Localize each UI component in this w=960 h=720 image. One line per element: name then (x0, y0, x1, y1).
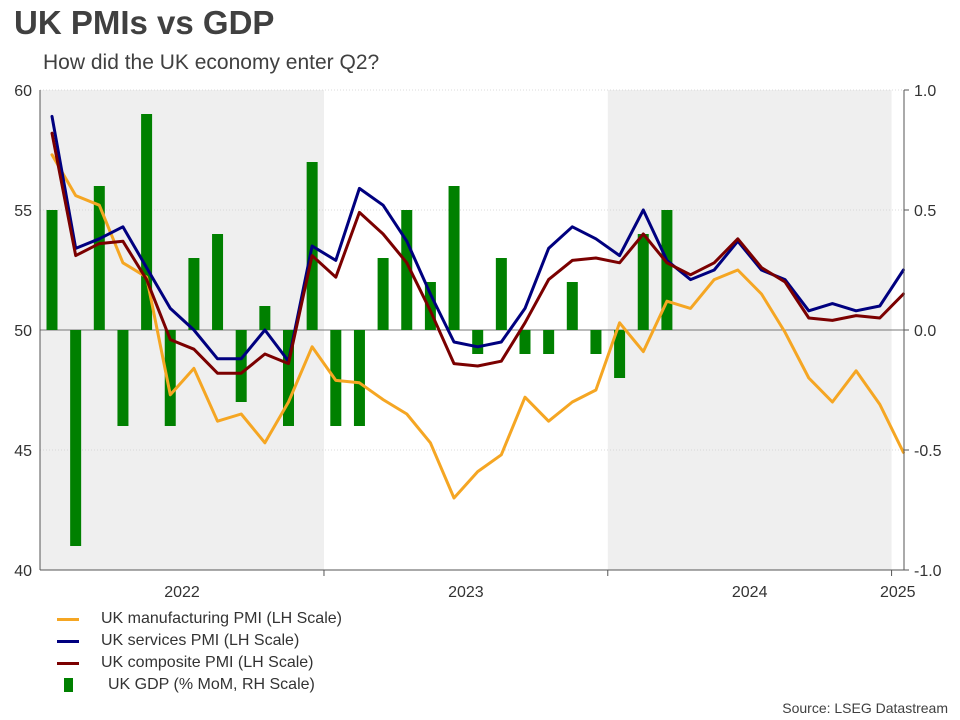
legend-item-services: UK services PMI (LH Scale) (55, 630, 342, 652)
legend-swatch-composite (57, 661, 79, 665)
right-tick-label: -0.5 (914, 443, 942, 460)
x-tick-label-2023: 2023 (448, 584, 484, 601)
composite-pmi-line (50, 131, 905, 375)
source-note: Source: LSEG Datastream (782, 700, 948, 716)
gdp-bar (377, 258, 389, 330)
legend-swatch-services (57, 639, 79, 643)
gdp-bar (424, 282, 436, 330)
legend-item-composite: UK composite PMI (LH Scale) (55, 652, 342, 674)
left-tick-label: 45 (14, 443, 32, 460)
gdp-bar (472, 330, 484, 354)
gdp-bar (46, 210, 58, 330)
gdp-bar (590, 330, 602, 354)
gdp-bar (401, 210, 413, 330)
left-tick-label: 40 (14, 563, 32, 580)
gdp-bar (188, 258, 200, 330)
gdp-bar (117, 330, 129, 426)
right-tick-label: 0.5 (914, 203, 936, 220)
gdp-bar (614, 330, 626, 378)
x-tick-label-2025: 2025 (880, 584, 916, 601)
gdp-bar (235, 330, 247, 402)
legend-swatch-gdp (64, 678, 73, 692)
legend-swatch-manufacturing (57, 617, 79, 621)
gdp-bar (283, 330, 294, 426)
gdp-bar (141, 114, 153, 330)
legend-label-manufacturing: UK manufacturing PMI (LH Scale) (101, 610, 342, 627)
gdp-bar (70, 330, 82, 546)
gdp-bar (353, 330, 365, 426)
right-tick-label: -1.0 (914, 563, 942, 580)
left-tick-label: 50 (14, 323, 32, 340)
chart-subtitle: How did the UK economy enter Q2? (43, 51, 380, 74)
gdp-bar (93, 186, 105, 330)
services-pmi-line (50, 114, 905, 363)
left-tick-label: 60 (14, 83, 32, 100)
gdp-bar (637, 234, 649, 330)
gdp-bar (519, 330, 531, 354)
chart-title: UK PMIs vs GDP (14, 4, 275, 41)
gdp-bar (495, 258, 507, 330)
gdp-bar (259, 306, 271, 330)
gdp-bar (164, 330, 176, 426)
gdp-bar (212, 234, 224, 330)
x-tick-label-2024: 2024 (732, 584, 768, 601)
legend-label-services: UK services PMI (LH Scale) (101, 632, 300, 649)
legend-item-manufacturing: UK manufacturing PMI (LH Scale) (55, 608, 342, 630)
right-tick-label: 0.0 (914, 323, 936, 340)
gdp-bar (448, 186, 460, 330)
gdp-bar (543, 330, 555, 354)
legend-item-gdp: UK GDP (% MoM, RH Scale) (55, 674, 342, 696)
legend-label-composite: UK composite PMI (LH Scale) (101, 654, 314, 671)
gdp-bar (566, 282, 578, 330)
x-tick-label-2022: 2022 (164, 584, 200, 601)
legend-label-gdp: UK GDP (% MoM, RH Scale) (108, 676, 315, 693)
gdp-bar (661, 210, 673, 330)
right-tick-label: 1.0 (914, 83, 936, 100)
left-tick-label: 55 (14, 203, 32, 220)
legend: UK manufacturing PMI (LH Scale) UK servi… (55, 608, 342, 696)
manufacturing-pmi-line (50, 153, 905, 500)
